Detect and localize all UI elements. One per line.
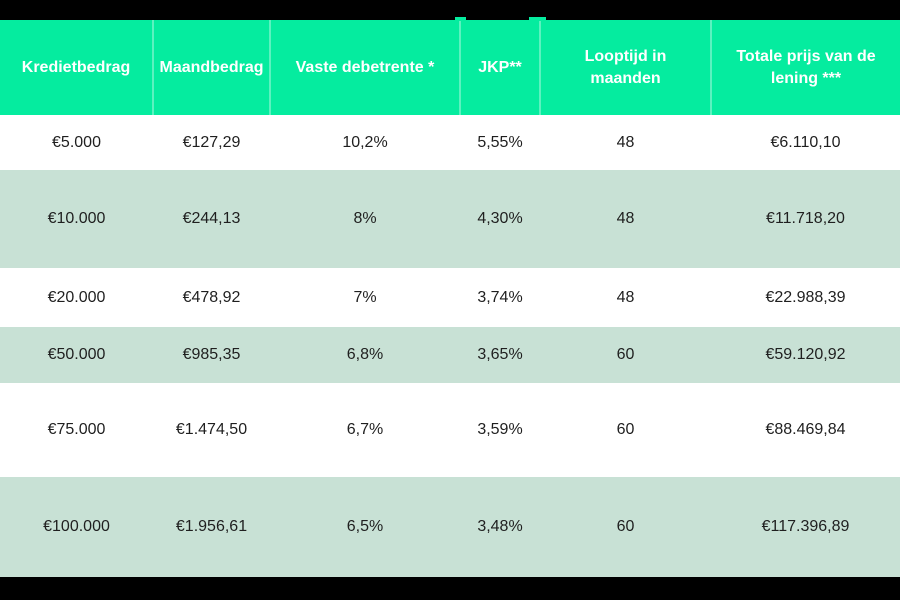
cropped-content-artifact [529, 17, 546, 21]
table-row: €100.000 €1.956,61 6,5% 3,48% 60 €117.39… [0, 477, 900, 577]
cell-vaste-debetrente: 6,8% [346, 346, 384, 363]
cell-totale-prijs: €117.396,89 [761, 518, 850, 535]
cell-vaste-debetrente: 6,7% [346, 421, 384, 438]
cell-maandbedrag: €1.474,50 [175, 421, 248, 438]
cell-vaste-debetrente: 10,2% [342, 133, 388, 151]
cell-jkp: 4,30% [477, 210, 523, 227]
top-black-bar [0, 0, 900, 21]
column-header-jkp: JKP** [459, 20, 540, 115]
cell-jkp: 3,74% [477, 288, 523, 306]
column-header-label: Maandbedrag [159, 58, 264, 76]
cell-totale-prijs: €6.110,10 [770, 133, 841, 151]
cell-looptijd: 48 [616, 288, 635, 306]
table-row: €10.000 €244,13 8% 4,30% 48 €11.718,20 [0, 170, 900, 268]
column-header-totale-prijs: Totale prijs van de lening *** [710, 20, 900, 115]
cell-jkp: 3,65% [477, 346, 523, 363]
cell-maandbedrag: €478,92 [182, 288, 241, 306]
cell-looptijd: 48 [616, 133, 635, 151]
column-header-label: Totale prijs van de lening *** [736, 47, 876, 87]
table-header: Kredietbedrag Maandbedrag Vaste debetren… [0, 20, 900, 115]
cell-maandbedrag: €1.956,61 [175, 518, 248, 535]
loan-rates-table: Kredietbedrag Maandbedrag Vaste debetren… [0, 20, 900, 577]
bottom-black-bar [0, 577, 900, 600]
cell-maandbedrag: €127,29 [182, 133, 241, 151]
column-header-maandbedrag: Maandbedrag [152, 20, 270, 115]
column-header-vaste-debetrente: Vaste debetrente * [269, 20, 460, 115]
cell-totale-prijs: €59.120,92 [765, 346, 846, 363]
column-header-label: Vaste debetrente * [295, 58, 435, 76]
cell-maandbedrag: €985,35 [182, 346, 241, 363]
column-header-label: Kredietbedrag [21, 58, 131, 76]
table-row: €75.000 €1.474,50 6,7% 3,59% 60 €88.469,… [0, 383, 900, 477]
cell-vaste-debetrente: 6,5% [346, 518, 384, 535]
table-row: €20.000 €478,92 7% 3,74% 48 €22.988,39 [0, 268, 900, 327]
column-header-label: Looptijd in maanden [584, 47, 667, 87]
cell-looptijd: 60 [616, 346, 635, 363]
table-body: €5.000 €127,29 10,2% 5,55% 48 €6.110,10 … [0, 115, 900, 577]
table-row: €5.000 €127,29 10,2% 5,55% 48 €6.110,10 [0, 115, 900, 170]
cell-kredietbedrag: €5.000 [52, 133, 101, 151]
cell-looptijd: 60 [616, 518, 635, 535]
cell-maandbedrag: €244,13 [182, 210, 241, 227]
cell-jkp: 5,55% [477, 133, 523, 151]
column-header-kredietbedrag: Kredietbedrag [0, 20, 153, 115]
cell-jkp: 3,59% [477, 421, 523, 438]
column-header-label: JKP** [478, 58, 522, 76]
cropped-content-artifact [455, 17, 466, 21]
header-row: Kredietbedrag Maandbedrag Vaste debetren… [0, 20, 900, 115]
cell-looptijd: 48 [616, 210, 635, 227]
cell-kredietbedrag: €10.000 [47, 210, 106, 227]
cell-vaste-debetrente: 8% [353, 210, 377, 227]
cell-totale-prijs: €88.469,84 [765, 421, 846, 438]
cell-kredietbedrag: €50.000 [47, 346, 106, 363]
cell-totale-prijs: €22.988,39 [765, 288, 846, 306]
table-row: €50.000 €985,35 6,8% 3,65% 60 €59.120,92 [0, 327, 900, 383]
cell-kredietbedrag: €75.000 [47, 421, 106, 438]
cell-kredietbedrag: €100.000 [43, 518, 110, 535]
column-header-looptijd: Looptijd in maanden [539, 20, 711, 115]
cell-totale-prijs: €11.718,20 [766, 210, 845, 227]
cell-vaste-debetrente: 7% [353, 288, 377, 306]
cell-kredietbedrag: €20.000 [47, 288, 106, 306]
cell-looptijd: 60 [616, 421, 635, 438]
cell-jkp: 3,48% [477, 518, 523, 535]
